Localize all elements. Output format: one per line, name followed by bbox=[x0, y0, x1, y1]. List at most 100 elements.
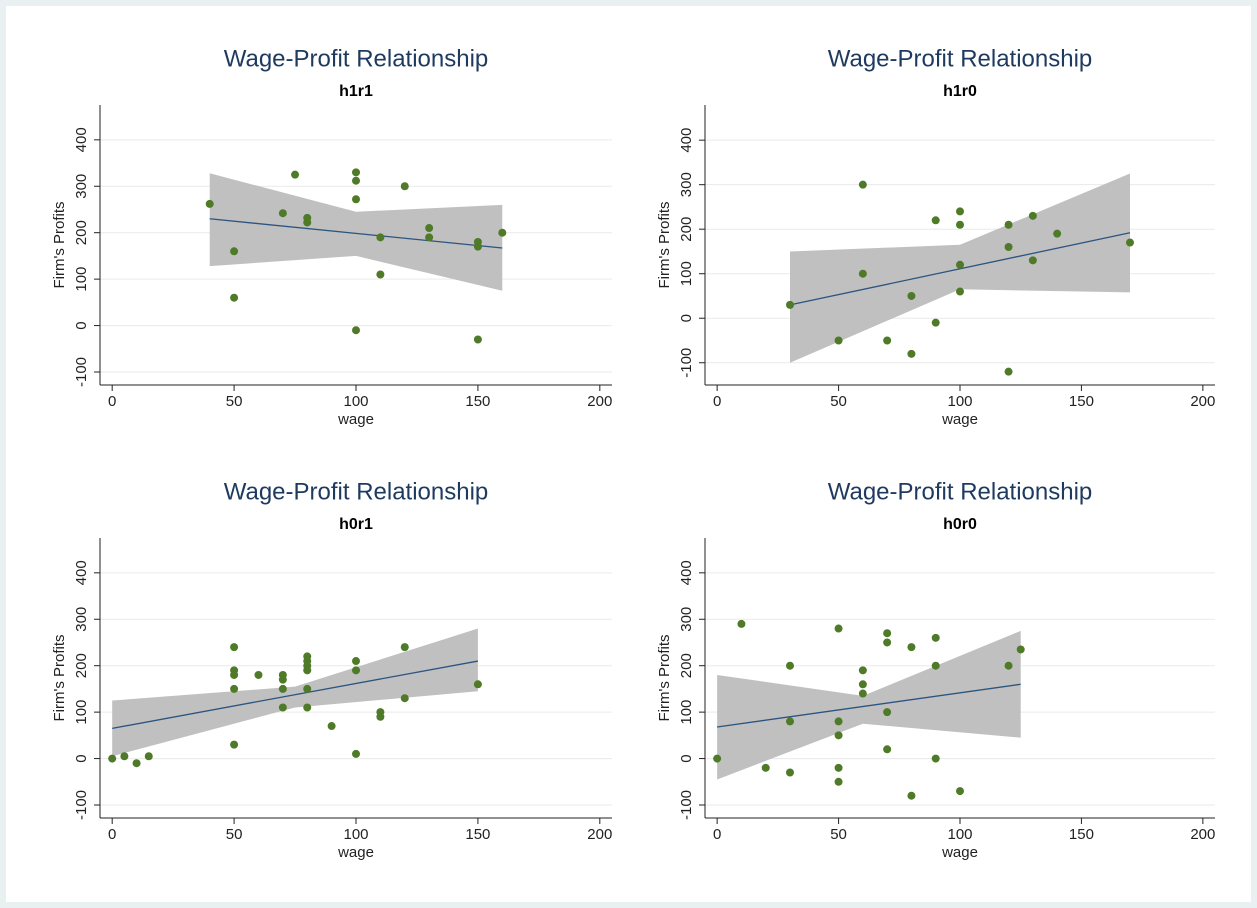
y-tick-label: 400 bbox=[73, 127, 90, 152]
scatter-point bbox=[858, 666, 867, 675]
scatter-point bbox=[834, 336, 843, 345]
y-tick-label: 0 bbox=[678, 314, 695, 322]
x-axis-label: wage bbox=[337, 844, 374, 861]
y-tick-label: 200 bbox=[678, 217, 695, 242]
scatter-point bbox=[278, 675, 287, 684]
x-tick-label: 150 bbox=[1069, 393, 1094, 410]
fit-line bbox=[789, 232, 1131, 306]
scatter-point bbox=[230, 684, 239, 693]
scatter-point bbox=[400, 182, 409, 191]
y-tick-label: 400 bbox=[678, 560, 695, 585]
y-tick-label: 0 bbox=[73, 754, 90, 762]
scatter-point bbox=[956, 260, 964, 269]
chart-subtitle: h1r0 bbox=[943, 83, 977, 100]
scatter-point bbox=[1028, 211, 1037, 220]
x-tick-label: 0 bbox=[108, 826, 116, 843]
scatter-point bbox=[400, 643, 409, 652]
y-tick-label: -100 bbox=[73, 790, 90, 820]
x-tick-label: 200 bbox=[1190, 393, 1215, 410]
scatter-point bbox=[473, 335, 482, 344]
scatter-point bbox=[1004, 661, 1013, 670]
scatter-point bbox=[352, 168, 360, 177]
scatter-point bbox=[956, 220, 964, 229]
chart-subtitle: h1r1 bbox=[339, 83, 373, 100]
y-axis-label: Firm's Profits bbox=[51, 634, 68, 721]
scatter-point bbox=[230, 643, 239, 652]
scatter-point bbox=[858, 689, 867, 698]
scatter-point bbox=[278, 209, 287, 218]
y-tick-label: 200 bbox=[678, 653, 695, 678]
scatter-point bbox=[1016, 645, 1025, 654]
scatter-point bbox=[303, 703, 312, 712]
scatter-point bbox=[303, 666, 312, 675]
x-tick-label: 50 bbox=[226, 393, 243, 410]
scatter-point bbox=[883, 336, 892, 345]
scatter-point bbox=[834, 717, 843, 726]
scatter-point bbox=[425, 233, 434, 242]
y-tick-label: 300 bbox=[73, 607, 90, 632]
x-tick-label: 0 bbox=[108, 393, 116, 410]
x-tick-label: 150 bbox=[1069, 826, 1094, 843]
y-axis-label: Firm's Profits bbox=[51, 201, 68, 288]
scatter-point bbox=[352, 326, 360, 335]
scatter-point bbox=[834, 731, 843, 740]
x-tick-label: 50 bbox=[226, 826, 243, 843]
x-tick-label: 100 bbox=[947, 826, 972, 843]
scatter-point bbox=[230, 247, 239, 256]
scatter-point bbox=[352, 195, 360, 204]
y-tick-label: 0 bbox=[678, 754, 695, 762]
scatter-point bbox=[376, 233, 385, 242]
scatter-point bbox=[1126, 238, 1134, 247]
x-tick-label: 200 bbox=[587, 826, 612, 843]
scatter-point bbox=[352, 666, 360, 675]
y-axis-label: Firm's Profits bbox=[656, 201, 673, 288]
y-tick-label: -100 bbox=[73, 357, 90, 387]
confidence-band bbox=[112, 628, 478, 757]
scatter-point bbox=[230, 670, 239, 679]
scatter-point bbox=[931, 661, 940, 670]
x-tick-label: 150 bbox=[465, 393, 490, 410]
x-tick-label: 0 bbox=[713, 826, 721, 843]
x-axis-label: wage bbox=[337, 411, 374, 428]
y-tick-label: 400 bbox=[678, 128, 695, 153]
y-tick-label: 100 bbox=[73, 267, 90, 292]
x-tick-label: 50 bbox=[830, 393, 847, 410]
scatter-point bbox=[883, 638, 892, 647]
scatter-point bbox=[352, 749, 360, 758]
scatter-point bbox=[931, 318, 940, 327]
scatter-point bbox=[883, 629, 892, 638]
scatter-point bbox=[400, 694, 409, 703]
scatter-point bbox=[761, 763, 770, 772]
scatter-point bbox=[108, 754, 117, 763]
x-axis-label: wage bbox=[941, 411, 978, 428]
chart-title: Wage-Profit Relationship bbox=[224, 45, 489, 72]
chart-title: Wage-Profit Relationship bbox=[828, 45, 1093, 72]
scatter-point bbox=[956, 287, 964, 296]
scatter-point bbox=[786, 661, 794, 670]
scatter-point bbox=[907, 291, 916, 300]
scatter-point bbox=[713, 754, 722, 763]
y-tick-label: 100 bbox=[73, 700, 90, 725]
x-tick-label: 0 bbox=[713, 393, 721, 410]
x-tick-label: 200 bbox=[587, 393, 612, 410]
scatter-point bbox=[858, 269, 867, 278]
scatter-point bbox=[352, 176, 360, 185]
scatter-point bbox=[907, 791, 916, 800]
scatter-point bbox=[883, 708, 892, 717]
x-tick-label: 200 bbox=[1190, 826, 1215, 843]
x-tick-label: 100 bbox=[343, 826, 368, 843]
scatter-point bbox=[1004, 220, 1013, 229]
y-tick-label: 400 bbox=[73, 560, 90, 585]
scatter-point bbox=[786, 768, 794, 777]
scatter-point bbox=[498, 228, 507, 237]
scatter-point bbox=[205, 199, 214, 208]
scatter-point bbox=[1004, 243, 1013, 252]
scatter-point bbox=[278, 684, 287, 693]
scatter-point bbox=[834, 624, 843, 633]
scatter-point bbox=[737, 619, 746, 628]
chart-subtitle: h0r0 bbox=[943, 516, 977, 533]
confidence-band bbox=[209, 173, 503, 291]
scatter-point bbox=[786, 717, 794, 726]
scatter-point bbox=[144, 752, 153, 761]
chart-subtitle: h0r1 bbox=[339, 516, 373, 533]
